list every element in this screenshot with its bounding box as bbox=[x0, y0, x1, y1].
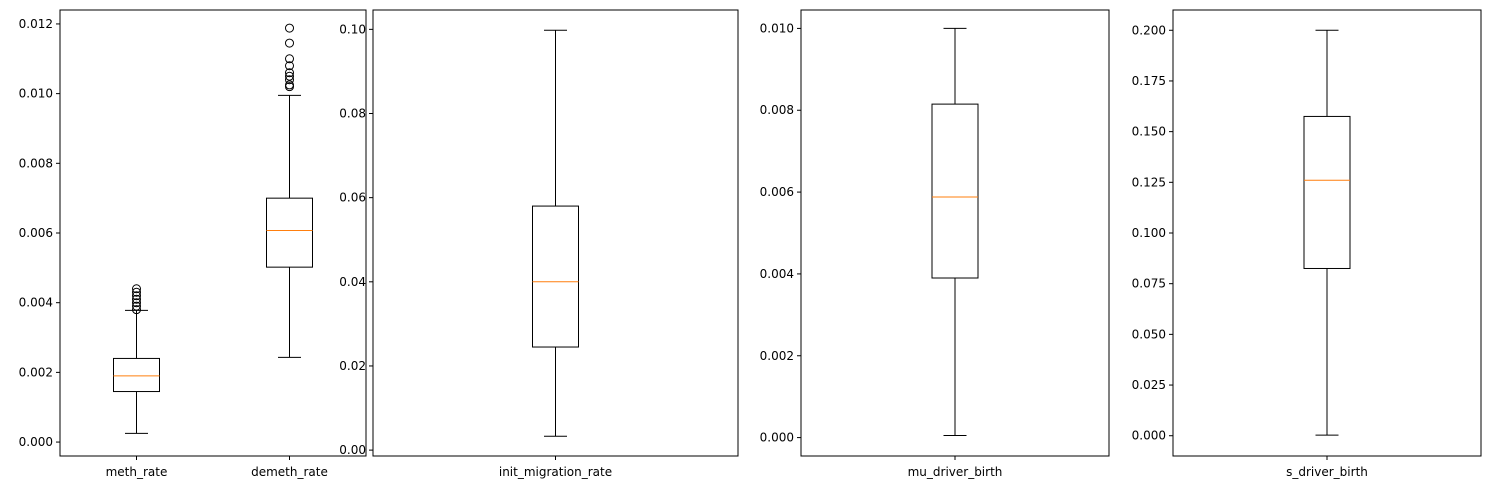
outlier-point bbox=[132, 298, 141, 308]
outlier-point bbox=[285, 54, 294, 64]
y-tick-label: 0.06 bbox=[339, 191, 366, 205]
outlier-point bbox=[285, 80, 294, 90]
y-tick-label: 0.012 bbox=[19, 17, 53, 31]
outlier-point bbox=[285, 75, 294, 85]
y-tick-label: 0.02 bbox=[339, 359, 366, 373]
outlier-point bbox=[132, 291, 141, 301]
y-tick-label: 0.008 bbox=[760, 103, 794, 117]
chart-panel-2: 0.00 0.02 0.04 0.06 0.08 0.10 init_migration_r… bbox=[339, 9, 739, 479]
box-meth_rate bbox=[113, 284, 160, 434]
box-demeth_rate bbox=[266, 23, 313, 358]
outlier-point bbox=[285, 38, 294, 48]
outlier-point bbox=[132, 301, 141, 311]
y-tick-label: 0.006 bbox=[760, 185, 794, 199]
y-tick-label: 0.10 bbox=[339, 22, 366, 36]
box-init_migration_rate bbox=[532, 29, 579, 437]
y-tick-label: 0.075 bbox=[1132, 277, 1166, 291]
outlier-point bbox=[285, 68, 294, 78]
x-tick-label: s_driver_birth bbox=[1286, 465, 1368, 479]
y-tick-label: 0.002 bbox=[760, 349, 794, 363]
outlier-point bbox=[285, 61, 294, 71]
x-tick-label: demeth_rate bbox=[251, 465, 328, 479]
chart-panel-1: 0.000 0.002 0.004 0.006 0.008 0.010 0.012 meth_… bbox=[19, 9, 367, 479]
y-tick-label: 0.008 bbox=[19, 156, 53, 170]
y-tick-label: 0.175 bbox=[1132, 74, 1166, 88]
y-tick-label: 0.002 bbox=[19, 365, 53, 379]
outlier-point bbox=[285, 71, 294, 81]
outlier-point bbox=[132, 287, 141, 297]
outlier-point bbox=[285, 23, 294, 33]
y-tick-label: 0.200 bbox=[1132, 23, 1166, 37]
y-tick-label: 0.050 bbox=[1132, 327, 1166, 341]
outlier-point bbox=[132, 294, 141, 304]
outlier-point bbox=[132, 284, 141, 294]
chart-panel-4: 0.000 0.025 0.050 0.075 0.100 0.125 0.150 0.175… bbox=[1132, 9, 1482, 479]
axes-frame bbox=[59, 9, 367, 457]
box-mu_driver_birth bbox=[931, 27, 979, 437]
box-body bbox=[266, 197, 313, 268]
y-tick-label: 0.000 bbox=[1132, 429, 1166, 443]
y-tick-label: 0.010 bbox=[19, 87, 53, 101]
y-tick-label: 0.000 bbox=[19, 435, 53, 449]
box-body bbox=[113, 357, 160, 393]
y-tick-label: 0.010 bbox=[760, 21, 794, 35]
y-tick-label: 0.150 bbox=[1132, 125, 1166, 139]
x-tick-label: mu_driver_birth bbox=[908, 465, 1003, 479]
y-tick-label: 0.004 bbox=[19, 296, 53, 310]
box-body bbox=[532, 205, 579, 348]
y-tick-label: 0.006 bbox=[19, 226, 53, 240]
box-body bbox=[1303, 115, 1351, 269]
box-body bbox=[931, 103, 979, 279]
y-tick-label: 0.100 bbox=[1132, 226, 1166, 240]
y-tick-label: 0.025 bbox=[1132, 378, 1166, 392]
y-tick-label: 0.04 bbox=[339, 275, 366, 289]
y-tick-label: 0.08 bbox=[339, 107, 366, 121]
x-tick-label: init_migration_rate bbox=[499, 465, 612, 479]
x-tick-label: meth_rate bbox=[106, 465, 168, 479]
outlier-point bbox=[132, 305, 141, 315]
y-tick-label: 0.004 bbox=[760, 267, 794, 281]
y-tick-label: 0.00 bbox=[339, 443, 366, 457]
y-tick-label: 0.000 bbox=[760, 431, 794, 445]
chart-panel-3: 0.000 0.002 0.004 0.006 0.008 0.010 mu_driver_… bbox=[760, 9, 1110, 479]
box-s_driver_birth bbox=[1303, 29, 1351, 436]
y-tick-label: 0.125 bbox=[1132, 175, 1166, 189]
